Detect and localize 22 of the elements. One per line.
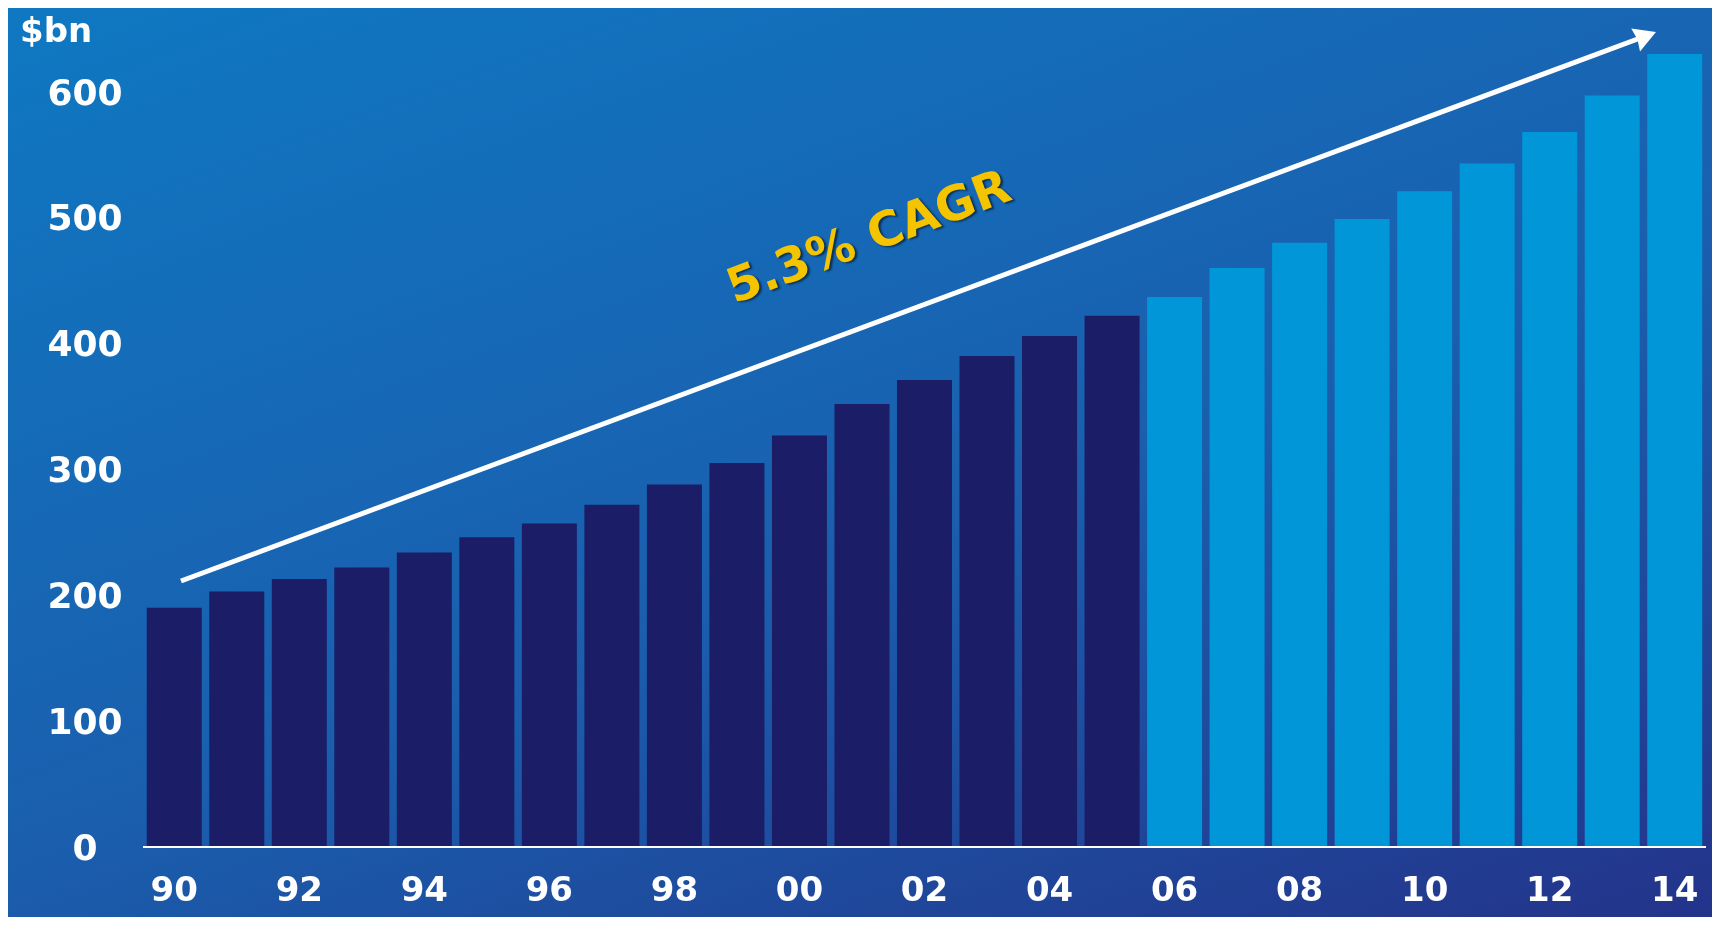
y-tick-label: 500 [47, 197, 123, 239]
x-tick-label: 98 [650, 869, 699, 910]
x-tick-label: 04 [1025, 869, 1074, 910]
y-tick-label: 100 [47, 700, 123, 742]
y-tick-label: 300 [47, 449, 123, 491]
x-tick-label: 08 [1275, 869, 1324, 910]
x-tick-label: 00 [775, 869, 824, 910]
x-tick-label: 10 [1401, 869, 1449, 910]
y-axis-title: $bn [20, 10, 93, 50]
annotation: 5.3% CAGR [718, 156, 1018, 314]
y-tick-label: 200 [47, 575, 123, 617]
x-tick-label: 90 [150, 869, 198, 910]
y-tick-label: 0 [72, 826, 98, 868]
x-tick-label: 02 [900, 869, 949, 910]
x-tick-label: 12 [1526, 869, 1574, 910]
x-tick-label: 94 [400, 869, 448, 910]
x-tick-label: 92 [275, 869, 323, 910]
x-tick-label: 06 [1150, 869, 1199, 910]
y-tick-label: 400 [47, 323, 123, 365]
x-tick-label: 96 [525, 869, 574, 910]
x-tick-label: 14 [1651, 869, 1699, 910]
y-tick-label: 600 [47, 71, 123, 113]
